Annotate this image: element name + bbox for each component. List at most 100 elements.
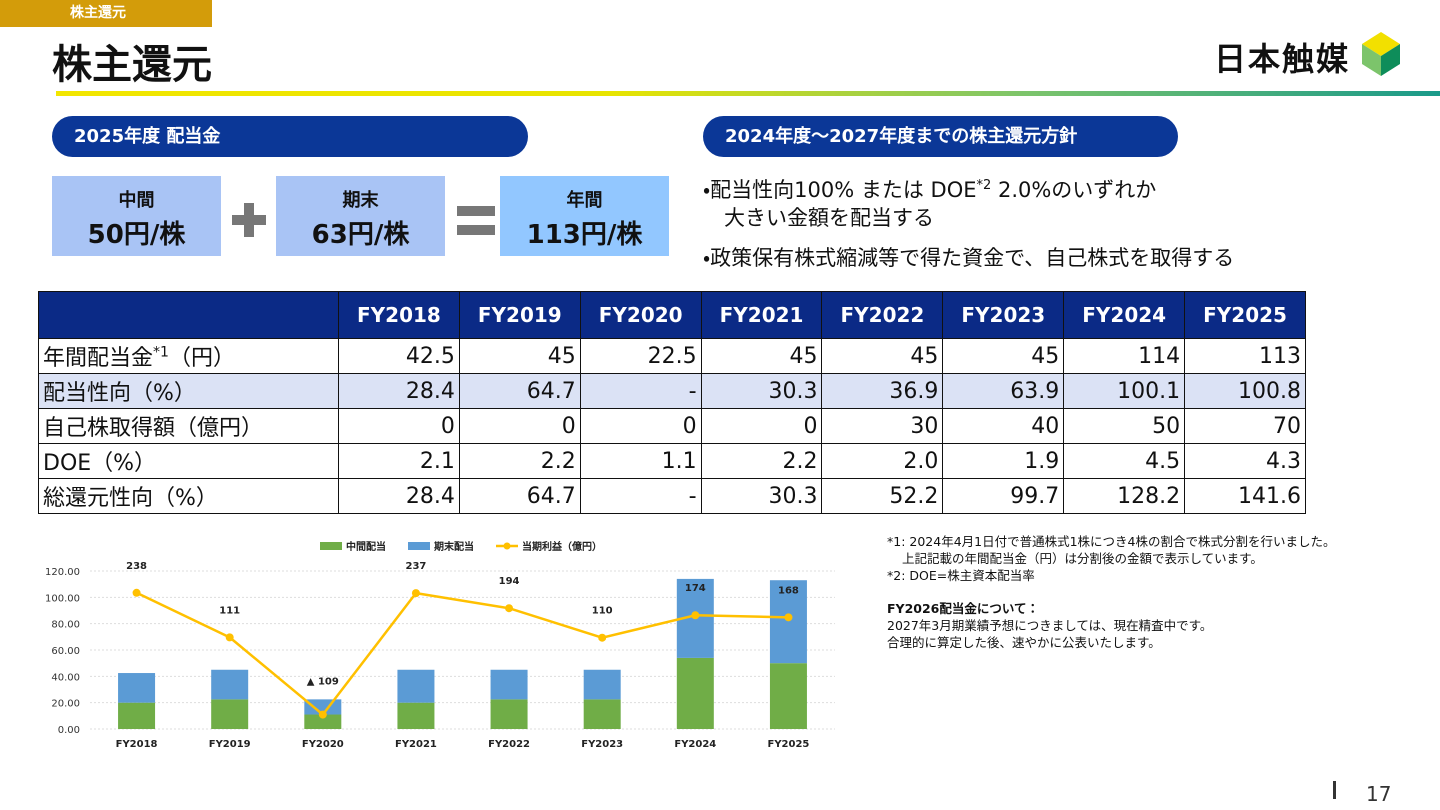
bar-segment [583, 669, 621, 700]
table-cell: 45 [821, 338, 944, 374]
table-cell: 45 [458, 338, 581, 374]
y-tick-label: 80.00 [51, 620, 80, 631]
table-cell: 45 [700, 338, 823, 374]
box-label: 期末 [342, 190, 379, 211]
table-cell: 30.3 [700, 373, 823, 409]
table-cell: 1.1 [579, 443, 702, 479]
header-cell: FY2024 [1063, 291, 1186, 339]
header-cell [38, 291, 339, 339]
note-line: 上記記載の年間配当金（円）は分割後の金額で表示しています。 [902, 551, 1263, 566]
table-cell: 40 [942, 408, 1065, 444]
y-tick-label: 0.00 [58, 725, 80, 736]
y-tick-label: 20.00 [51, 699, 80, 710]
bar-segment [397, 669, 435, 703]
table-cell: 113 [1184, 338, 1306, 374]
table-cell: 2.1 [337, 443, 460, 479]
profit-point [598, 633, 607, 642]
y-tick-label: 40.00 [51, 672, 80, 683]
bar-segment [211, 699, 249, 729]
note-line: 合理的に算定した後、速やかに公表いたします。 [887, 635, 1161, 650]
table-cell: - [579, 478, 702, 514]
legend-swatch [408, 542, 430, 550]
profit-line [136, 591, 789, 717]
chart: 0.00 20.00 40.00 60.00 80.00 100.00 120.00 FY20… [45, 540, 835, 750]
bullet: ・ [703, 246, 711, 270]
plus-sign [232, 203, 266, 237]
legend-label: 当期利益（億円） [522, 540, 602, 553]
table-cell: 36.9 [821, 373, 944, 409]
table-cell: 42.5 [337, 338, 460, 374]
dividend-box: 中間 50円/株 [52, 176, 221, 256]
row-label-text: 自己株取得額（億円） [43, 416, 264, 441]
profit-point [411, 589, 420, 598]
profit-point [225, 633, 234, 642]
x-tick-label: FY2023 [581, 739, 623, 750]
table-cell: 128.2 [1063, 478, 1186, 514]
table-row: DOE（%） 2.1 2.2 1.1 2.2 2.0 1.9 4.5 4.3 [38, 443, 1306, 479]
legend-swatch [320, 542, 342, 550]
table-cell: 70 [1184, 408, 1306, 444]
legend-swatch [503, 542, 511, 550]
table-cell: 100.8 [1184, 373, 1306, 409]
table-cell: 64.7 [458, 373, 581, 409]
dividend-heading: 2025年度 配当金 [52, 116, 528, 157]
table-cell: 4.5 [1063, 443, 1186, 479]
legend-label: 中間配当 [346, 540, 386, 553]
logo-text: 日本触媒 [1214, 40, 1351, 78]
row-label: 年間配当金*1（円） [38, 338, 339, 374]
box-label: 年間 [566, 190, 603, 211]
policy-heading: 2024年度～2027年度までの株主還元方針 [703, 116, 1178, 157]
table-row: 総還元性向（%） 28.4 64.7-30.3 52.2 99.7 128.2 141.6 [38, 478, 1306, 514]
note-line: *2: DOE=株主資本配当率 [887, 568, 1035, 583]
table-cell: 1.9 [942, 443, 1065, 479]
policy-text: 大きい金額を配当する [724, 206, 934, 230]
header-cell: FY2018 [337, 291, 460, 339]
equals-sign [457, 206, 495, 235]
table-cell: 64.7 [458, 478, 581, 514]
section-tag: 株主還元 [0, 0, 212, 27]
policy-text: 配当性向100% または DOE [710, 178, 977, 202]
row-label-text: 年間配当金 [43, 346, 154, 371]
table-cell: 22.5 [579, 338, 702, 374]
legend-label: 期末配当 [434, 540, 474, 553]
profit-point [505, 604, 514, 613]
dividend-box: 期末 63円/株 [276, 176, 445, 256]
data-label: 237 [406, 561, 427, 572]
table-cell: 0 [700, 408, 823, 444]
data-label: ▲ 109 [307, 677, 339, 688]
x-tick-label: FY2025 [767, 739, 809, 750]
bar-segment [769, 580, 807, 664]
data-label: 238 [126, 561, 147, 572]
x-tick-label: FY2018 [116, 739, 158, 750]
bar-segment [118, 702, 156, 729]
profit-point [784, 613, 793, 622]
y-tick-label: 60.00 [51, 646, 80, 657]
policy-text: 2.0%のいずれか [991, 178, 1157, 202]
row-label-text: DOE（%） [43, 451, 157, 476]
table-cell: 45 [942, 338, 1065, 374]
header-cell: FY2023 [942, 291, 1065, 339]
header-cell: FY2020 [579, 291, 702, 339]
table-cell: 0 [458, 408, 581, 444]
bar-segment [211, 669, 249, 700]
row-label-text: 配当性向（%） [43, 381, 196, 406]
table-cell: 2.2 [458, 443, 581, 479]
slide-title: 株主還元 [52, 42, 212, 88]
dividend-box: 年間 113円/株 [500, 176, 669, 256]
data-label: 111 [219, 605, 240, 616]
data-label: 194 [499, 576, 520, 587]
title-rule [56, 91, 1440, 96]
policy-item: ・配当性向100% または DOE*2 2.0%のいずれか 大きい金額を配当する [703, 172, 1156, 232]
bar-segment [583, 699, 621, 729]
table-cell: 63.9 [942, 373, 1065, 409]
box-value: 63円/株 [311, 220, 410, 250]
table-cell: 30.3 [700, 478, 823, 514]
table-cell: 100.1 [1063, 373, 1186, 409]
table-cell: 0 [579, 408, 702, 444]
note-line: 2027年3月期業績予想につきましては、現在精査中です。 [887, 618, 1213, 633]
page-number: 17 [1366, 782, 1392, 806]
box-value: 50円/株 [87, 220, 186, 250]
table-cell: 28.4 [337, 373, 460, 409]
x-tick-label: FY2022 [488, 739, 530, 750]
profit-point [318, 710, 327, 719]
